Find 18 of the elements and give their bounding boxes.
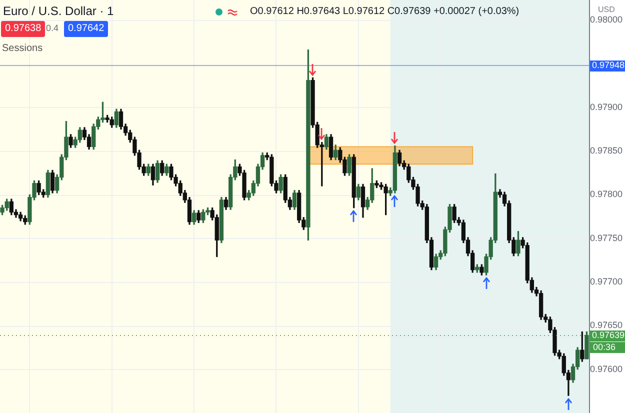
text: 00:36 [590, 342, 625, 353]
y-tick-label: 0.97600 [590, 364, 623, 374]
y-tick-label: 0.97900 [590, 102, 623, 112]
y-tick-label: 0.97650 [590, 320, 623, 330]
ref-line-label: 0.97639 [592, 330, 625, 340]
annotation: 0.4 [46, 23, 59, 33]
y-tick-label: 0.97750 [590, 232, 623, 243]
ref-line-label: 0.97948 [592, 60, 625, 70]
y-tick-label: 0.97800 [590, 189, 623, 200]
text: USD [598, 5, 615, 14]
annotation: O0.97612 H0.97643 L0.97612 C0.97639 +0.00027 (+0.03%) [250, 6, 520, 17]
annotation: 0.97642 [64, 21, 108, 37]
chart-title: Euro / U.S. Dollar · 1 [3, 4, 114, 18]
annotation: Sessions [2, 43, 43, 54]
y-tick-label: 0.97850 [590, 146, 623, 156]
annotation: 0.97638 [1, 21, 46, 37]
y-tick-label: 0.97700 [590, 276, 623, 287]
y-tick-label: 0.98000 [590, 14, 623, 25]
